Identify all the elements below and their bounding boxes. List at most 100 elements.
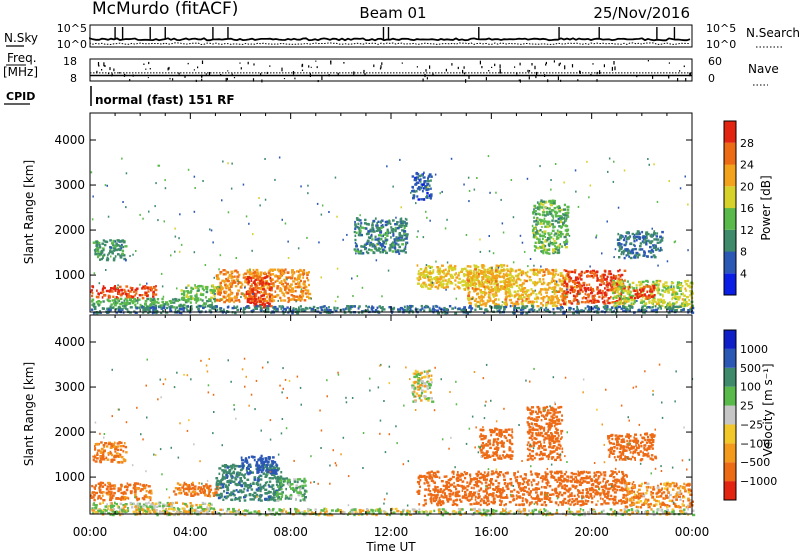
power-cell-1406 xyxy=(540,297,544,300)
power-cell-1554 xyxy=(517,290,520,293)
power-cell-1173 xyxy=(420,273,423,277)
power-cell-1742 xyxy=(554,279,557,283)
power-cell-2805 xyxy=(367,230,371,233)
power-cell-3927 xyxy=(154,307,157,310)
power-cell-2600 xyxy=(406,222,409,225)
power-cell-2452 xyxy=(618,292,621,296)
vel-cell-9 xyxy=(104,483,107,487)
power-cell-3967 xyxy=(194,187,196,189)
power-cell-164 xyxy=(133,300,136,303)
power-cell-215 xyxy=(115,301,118,304)
power-cell-3165 xyxy=(632,251,635,255)
power-cell-851 xyxy=(277,268,280,271)
power-cell-1658 xyxy=(468,298,471,302)
power-cell-1678 xyxy=(479,270,483,273)
power-cell-2640 xyxy=(396,226,400,230)
power-cell-3325 xyxy=(426,196,429,199)
freq-mark-34 xyxy=(363,69,365,73)
power-cell-2952 xyxy=(553,206,557,210)
power-cell-2336 xyxy=(648,301,651,304)
power-cell-3499 xyxy=(275,307,279,311)
power-cell-165 xyxy=(136,301,139,305)
power-cell-121 xyxy=(195,301,197,304)
power-cell-2755 xyxy=(365,232,369,236)
vel-cell-185 xyxy=(175,501,178,504)
power-cell-2966 xyxy=(556,235,559,238)
power-cbar-frame xyxy=(723,120,737,296)
power-cell-896 xyxy=(246,278,250,281)
power-cell-2322 xyxy=(653,299,656,303)
power-cell-3229 xyxy=(620,252,623,256)
power-cell-1890 xyxy=(564,292,568,295)
power-cell-2979 xyxy=(554,244,556,248)
power-cell-1502 xyxy=(560,289,563,292)
freq-mark-118 xyxy=(208,72,211,76)
power-cell-2746 xyxy=(403,226,406,230)
power-cell-1838 xyxy=(519,284,522,287)
power-cell-1007 xyxy=(504,288,507,291)
power-cell-2333 xyxy=(684,280,687,283)
power-cell-4066 xyxy=(320,276,322,279)
vel-cell-253 xyxy=(152,508,155,512)
power-cell-3317 xyxy=(430,194,433,198)
power-cell-1188 xyxy=(476,266,480,269)
power-cell-546 xyxy=(302,276,305,279)
power-cell-3058 xyxy=(564,246,568,249)
vel-cell-164 xyxy=(153,504,156,507)
power-cell-4098 xyxy=(227,162,229,165)
vel-cell-122 xyxy=(141,484,145,487)
power-cell-1807 xyxy=(481,291,485,295)
power-cell-2998 xyxy=(535,223,538,226)
power-cell-4046 xyxy=(155,182,157,185)
power-cell-3813 xyxy=(170,305,172,308)
power-cell-2302 xyxy=(656,288,659,291)
power-cell-2971 xyxy=(543,230,547,233)
station-title: McMurdo (fitACF) xyxy=(92,0,238,19)
power-cell-2209 xyxy=(683,294,686,297)
vel-cell-453 xyxy=(116,442,120,445)
power-cell-2588 xyxy=(360,252,364,255)
power-cell-3656 xyxy=(186,308,188,311)
power-cell-974 xyxy=(250,295,254,298)
power-cell-3312 xyxy=(428,194,431,197)
vel-cell-417 xyxy=(99,456,102,459)
power-cell-233 xyxy=(170,301,173,304)
power-cell-2748 xyxy=(367,248,371,251)
power-cell-3502 xyxy=(215,309,218,313)
freq-mark-16 xyxy=(558,63,560,67)
power-cell-277 xyxy=(151,302,154,305)
power-cell-724 xyxy=(283,299,287,302)
power-cell-635 xyxy=(244,295,247,298)
power-cell-4083 xyxy=(632,302,635,305)
power-cell-3439 xyxy=(654,305,657,308)
vel-cell-442 xyxy=(110,453,114,457)
power-cell-443 xyxy=(187,298,191,301)
power-cell-1509 xyxy=(547,282,550,285)
power-cell-3006 xyxy=(534,234,537,237)
freq-mark-21 xyxy=(463,72,466,75)
power-cell-906 xyxy=(255,292,258,296)
power-cell-3693 xyxy=(178,311,182,314)
power-cell-3254 xyxy=(653,245,656,248)
power-cell-698 xyxy=(230,292,233,295)
power-cell-2338 xyxy=(617,287,620,290)
power-cell-1777 xyxy=(473,299,477,302)
power-cell-3108 xyxy=(650,255,653,259)
power-cell-3329 xyxy=(428,184,431,187)
power-cell-2731 xyxy=(369,228,373,232)
power-cell-221 xyxy=(168,306,170,309)
power-cell-1704 xyxy=(546,303,548,306)
power-cell-1099 xyxy=(465,269,469,272)
power-cell-1837 xyxy=(492,301,495,304)
power-cell-2818 xyxy=(534,225,537,229)
power-cell-2750 xyxy=(369,230,374,233)
power-cell-2380 xyxy=(628,283,631,286)
power-cell-1461 xyxy=(514,274,518,278)
power-cell-167 xyxy=(176,299,180,303)
power-cell-2946 xyxy=(551,229,555,232)
power-cell-562 xyxy=(271,273,275,276)
vel-cell-160 xyxy=(211,511,215,514)
vel-cell-42 xyxy=(90,494,93,497)
power-cell-3050 xyxy=(546,248,550,252)
power-cell-3987 xyxy=(237,280,239,283)
